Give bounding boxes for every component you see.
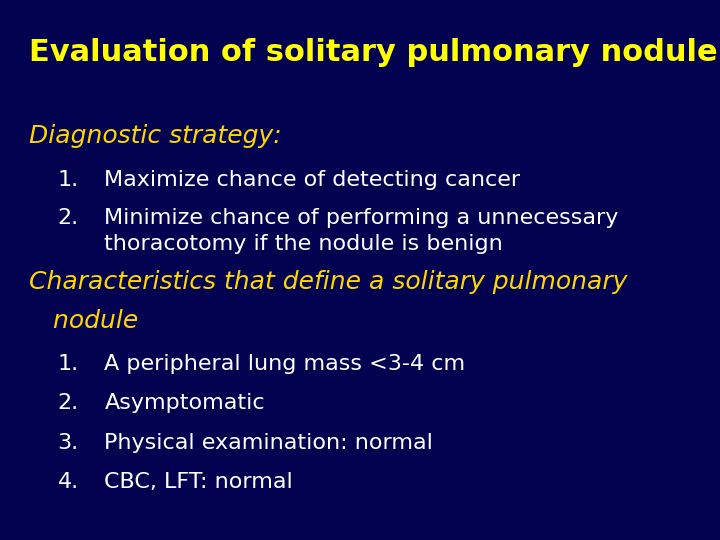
Text: 4.: 4. (58, 472, 78, 492)
Text: CBC, LFT: normal: CBC, LFT: normal (104, 472, 293, 492)
Text: 1.: 1. (58, 354, 78, 374)
Text: 3.: 3. (58, 433, 78, 453)
Text: 2.: 2. (58, 208, 78, 228)
Text: Diagnostic strategy:: Diagnostic strategy: (29, 124, 282, 148)
Text: Asymptomatic: Asymptomatic (104, 393, 265, 413)
Text: Maximize chance of detecting cancer: Maximize chance of detecting cancer (104, 170, 521, 190)
Text: Minimize chance of performing a unnecessary
thoracotomy if the nodule is benign: Minimize chance of performing a unnecess… (104, 208, 618, 253)
Text: Physical examination: normal: Physical examination: normal (104, 433, 433, 453)
Text: nodule: nodule (29, 309, 138, 333)
Text: 1.: 1. (58, 170, 78, 190)
Text: Evaluation of solitary pulmonary nodule: Evaluation of solitary pulmonary nodule (29, 38, 717, 67)
Text: 2.: 2. (58, 393, 78, 413)
Text: A peripheral lung mass <3-4 cm: A peripheral lung mass <3-4 cm (104, 354, 466, 374)
Text: Characteristics that define a solitary pulmonary: Characteristics that define a solitary p… (29, 270, 627, 294)
